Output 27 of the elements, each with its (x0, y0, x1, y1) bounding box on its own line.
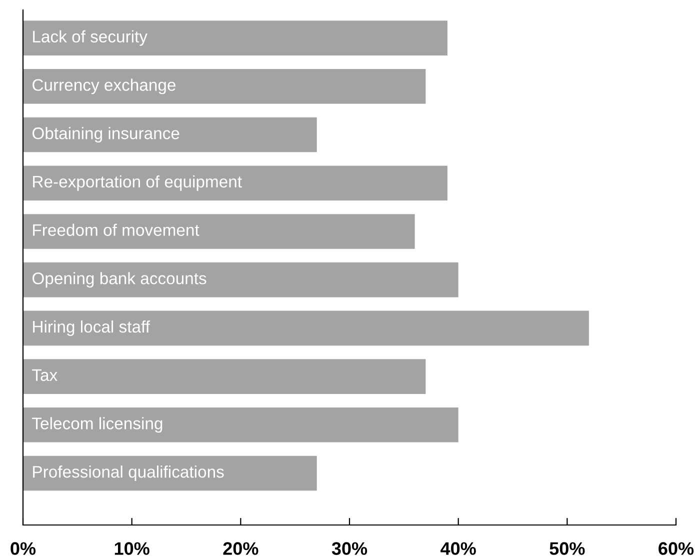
bar (23, 456, 317, 491)
bar (23, 68, 426, 104)
x-tick-label: 10% (114, 542, 150, 555)
x-tick-label: 30% (332, 542, 368, 555)
y-tick-label: Re-exportation of equipment (33, 175, 242, 191)
x-tick-label: 20% (223, 542, 258, 555)
y-tick-label: Freedom of movement (33, 224, 200, 236)
bar (23, 214, 415, 249)
y-tick-label: Lack of security (33, 30, 148, 46)
x-tick-label: 40% (440, 542, 476, 555)
bar (23, 310, 589, 346)
y-tick-label: Obtaining insurance (32, 126, 180, 143)
y-tick-label: Opening bank accounts (32, 272, 206, 288)
x-tick-label: 0% (10, 542, 36, 555)
x-tick-label: 50% (550, 542, 585, 555)
y-tick-label: Currency exchange (32, 78, 176, 94)
bar (23, 20, 448, 56)
bar (23, 166, 448, 201)
y-tick-label: Tax (32, 369, 58, 382)
y-tick-label: Hiring local staff (33, 320, 150, 336)
bar (23, 407, 458, 442)
bar (23, 117, 317, 152)
y-tick-label: Telecom licensing (32, 417, 162, 433)
bar (23, 359, 426, 394)
y-tick-label: Professional qualifications (33, 465, 224, 482)
x-tick-label: 60% (658, 542, 694, 555)
bar (23, 262, 458, 298)
